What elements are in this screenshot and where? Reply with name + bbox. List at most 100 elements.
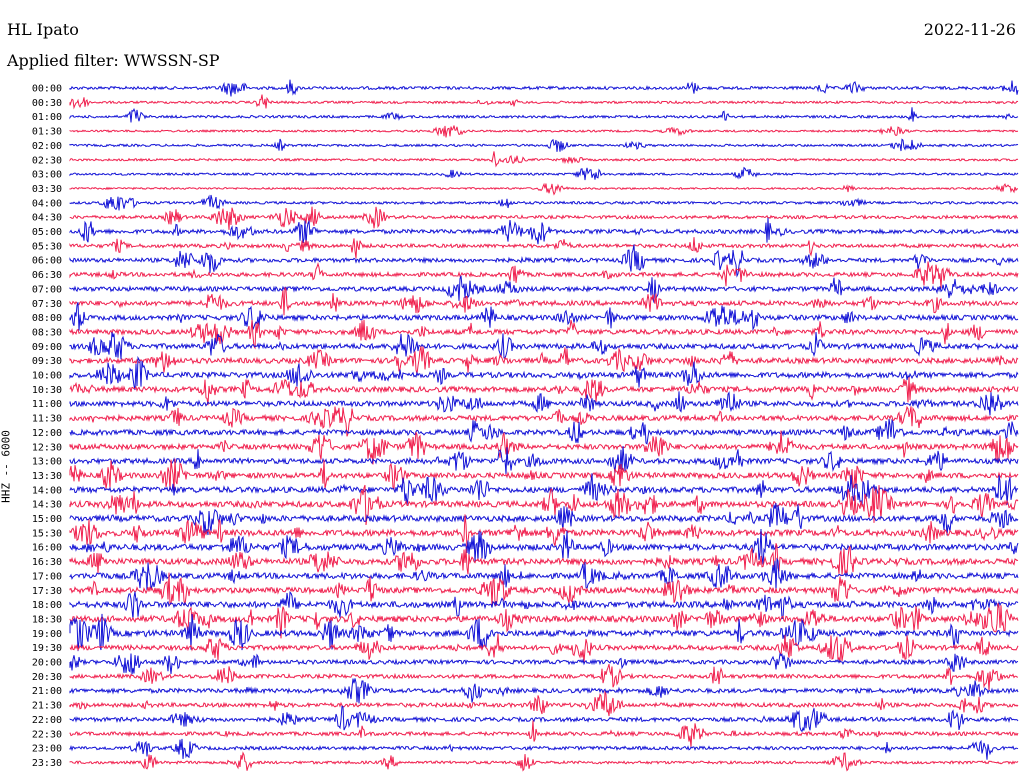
trace-row-1200 [69,418,1019,445]
trace-row-1000 [69,355,1019,391]
trace-row-0100 [69,107,1019,123]
time-tick-label: 18:30 [32,614,62,625]
filter-label: Applied filter: WWSSN-SP [7,51,220,70]
trace-row-2200 [69,705,1019,733]
trace-row-0400 [69,194,1019,211]
date-label: 2022-11-26 [923,20,1016,39]
time-tick-label: 06:30 [32,270,62,281]
time-tick-label: 14:00 [32,485,62,496]
trace-row-2100 [69,678,1019,704]
time-tick-label: 06:00 [32,256,62,267]
time-tick-label: 16:30 [32,557,62,568]
trace-row-0930 [69,346,1019,375]
trace-row-0130 [69,125,1019,138]
trace-row-1700 [69,557,1019,591]
trace-row-2230 [69,720,1019,748]
trace-row-1730 [69,572,1019,607]
time-tick-label: 20:00 [32,658,62,669]
trace-row-2030 [69,663,1019,691]
trace-row-1500 [69,503,1019,536]
time-tick-label: 14:30 [32,500,62,511]
trace-row-0700 [69,275,1019,303]
trace-row-0200 [69,138,1019,152]
time-tick-label: 00:30 [32,98,62,109]
trace-row-0330 [69,182,1019,196]
time-tick-label: 13:00 [32,457,62,468]
time-tick-label: 09:00 [32,342,62,353]
trace-row-2000 [69,652,1019,675]
trace-row-1930 [69,633,1019,663]
time-tick-label: 09:30 [32,356,62,367]
time-tick-label: 11:00 [32,399,62,410]
time-tick-label: 21:30 [32,701,62,712]
time-tick-label: 04:00 [32,198,62,209]
time-tick-label: 12:00 [32,428,62,439]
time-tick-label: 05:00 [32,227,62,238]
seismic-traces [69,79,1019,772]
trace-row-1530 [69,514,1019,549]
time-tick-label: 15:30 [32,528,62,539]
trace-row-0600 [69,244,1019,278]
trace-row-1030 [69,377,1019,406]
trace-row-0730 [69,287,1019,316]
time-tick-label: 04:30 [32,213,62,224]
time-tick-label: 10:00 [32,371,62,382]
time-tick-label: 10:30 [32,385,62,396]
trace-row-1630 [69,543,1019,575]
time-tick-label: 00:00 [32,84,62,95]
trace-row-2300 [69,738,1019,760]
trace-row-0630 [69,261,1019,289]
trace-row-1430 [69,484,1019,526]
trace-row-0230 [69,151,1019,168]
time-tick-label: 22:30 [32,729,62,740]
trace-row-0830 [69,319,1019,350]
time-tick-label: 02:30 [32,155,62,166]
time-tick-label: 13:30 [32,471,62,482]
time-tick-label: 11:30 [32,414,62,425]
trace-row-1330 [69,458,1019,492]
time-tick-label: 20:30 [32,672,62,683]
time-tick-label: 22:00 [32,715,62,726]
time-tick-label: 17:00 [32,571,62,582]
trace-row-0000 [69,79,1019,97]
time-tick-label: 15:00 [32,514,62,525]
time-tick-label: 01:00 [32,112,62,123]
time-tick-label: 19:30 [32,643,62,654]
trace-row-1230 [69,430,1019,465]
time-tick-label: 05:30 [32,241,62,252]
time-tick-label: 08:00 [32,313,62,324]
time-tick-label: 16:00 [32,543,62,554]
trace-row-1600 [69,528,1019,565]
trace-row-1300 [69,445,1019,475]
trace-row-0030 [69,94,1019,110]
time-tick-label: 18:00 [32,600,62,611]
trace-row-0800 [69,302,1019,332]
time-tick-label: 19:00 [32,629,62,640]
trace-row-1130 [69,405,1019,437]
station-title: HL Ipato [7,20,79,39]
time-tick-label: 17:30 [32,586,62,597]
time-tick-label: 23:30 [32,758,62,769]
time-tick-label: 02:00 [32,141,62,152]
trace-row-1900 [69,613,1019,652]
time-tick-label: 08:30 [32,327,62,338]
time-tick-label: 01:30 [32,127,62,138]
time-tick-labels: 00:00 00:30 01:00 01:30 02:00 02:30 03:00 03:30… [32,84,62,769]
trace-row-0530 [69,237,1019,259]
trace-row-0430 [69,206,1018,230]
time-tick-label: 23:00 [32,744,62,755]
trace-row-0300 [69,166,1019,181]
trace-row-0500 [69,217,1019,246]
trace-row-1800 [69,591,1019,620]
trace-row-1830 [69,603,1019,639]
time-tick-label: 07:00 [32,284,62,295]
trace-row-1100 [69,391,1019,416]
trace-row-0900 [69,331,1019,360]
trace-row-1400 [69,473,1019,506]
time-tick-label: 03:00 [32,170,62,181]
time-tick-label: 07:30 [32,299,62,310]
time-tick-label: 21:00 [32,686,62,697]
trace-row-2130 [69,690,1019,717]
time-tick-label: 03:30 [32,184,62,195]
